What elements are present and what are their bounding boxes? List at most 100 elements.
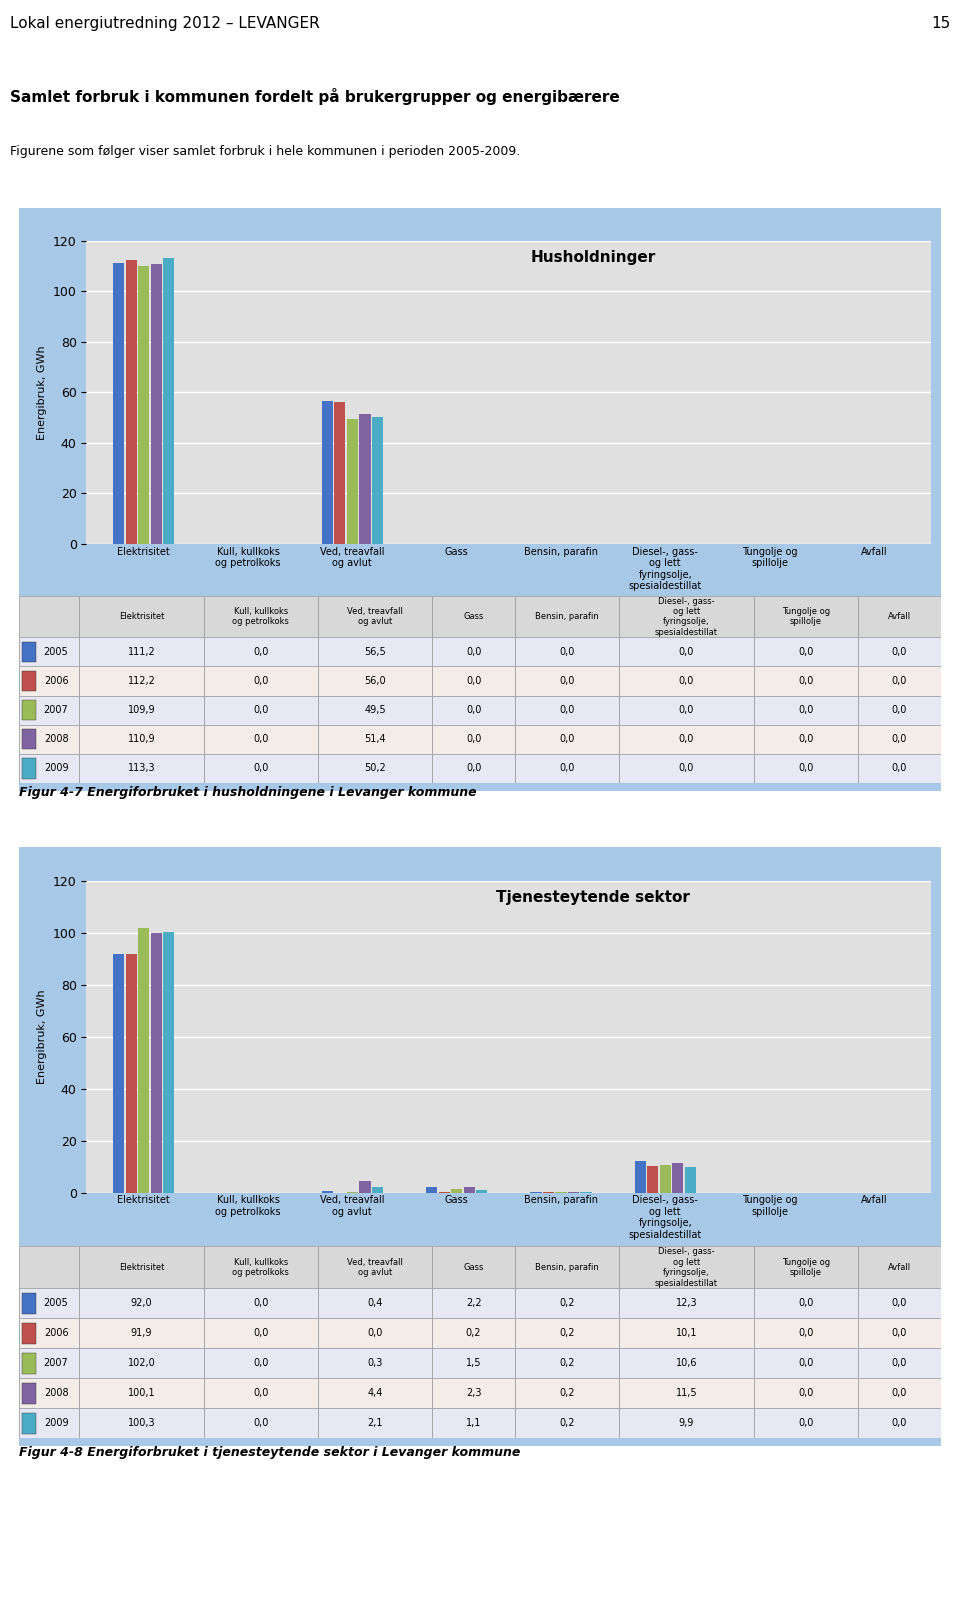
Text: Avfall: Avfall xyxy=(888,1262,911,1272)
Text: 0,0: 0,0 xyxy=(798,1389,813,1398)
Bar xyxy=(322,401,333,543)
Text: 11,5: 11,5 xyxy=(676,1389,697,1398)
Y-axis label: Energibruk, GWh: Energibruk, GWh xyxy=(37,989,47,1083)
Text: Bensin, parafin: Bensin, parafin xyxy=(524,1195,598,1205)
Bar xyxy=(318,1408,432,1438)
Text: 100,3: 100,3 xyxy=(128,1417,156,1429)
Text: Ved, treavfall
og avlut: Ved, treavfall og avlut xyxy=(320,547,385,569)
Text: Ved, treavfall
og avlut: Ved, treavfall og avlut xyxy=(348,1258,403,1277)
Text: 0,0: 0,0 xyxy=(253,1358,269,1368)
Bar xyxy=(22,641,36,662)
Text: 0,0: 0,0 xyxy=(798,733,813,745)
Text: 0,2: 0,2 xyxy=(560,1417,575,1429)
Text: Diesel-, gass-
og lett
fyringsolje,
spesialdestillat: Diesel-, gass- og lett fyringsolje, spes… xyxy=(629,547,702,591)
Text: 2005: 2005 xyxy=(44,647,68,657)
Bar xyxy=(857,596,941,638)
Bar xyxy=(516,1408,619,1438)
Bar xyxy=(318,1377,432,1408)
Bar xyxy=(126,954,137,1192)
Bar xyxy=(163,932,175,1192)
Bar xyxy=(204,725,318,754)
Text: 0,0: 0,0 xyxy=(798,676,813,686)
Bar xyxy=(22,1293,36,1314)
Bar xyxy=(318,1349,432,1377)
Text: 100,1: 100,1 xyxy=(128,1389,156,1398)
Bar xyxy=(754,596,857,638)
Bar xyxy=(660,1165,671,1192)
Text: 0,0: 0,0 xyxy=(798,1328,813,1339)
Bar xyxy=(619,695,754,725)
Bar xyxy=(372,1187,383,1192)
Text: 10,1: 10,1 xyxy=(676,1328,697,1339)
Text: Elektrisitet: Elektrisitet xyxy=(117,547,170,556)
Bar xyxy=(19,596,79,638)
Text: Figur 4-7 Energiforbruket i husholdningene i Levanger kommune: Figur 4-7 Energiforbruket i husholdninge… xyxy=(19,786,477,799)
Text: 50,2: 50,2 xyxy=(364,764,386,773)
Text: Tungolje og
spillolje: Tungolje og spillolje xyxy=(781,607,829,626)
Bar xyxy=(432,666,516,695)
Bar xyxy=(79,1246,204,1288)
Text: 2007: 2007 xyxy=(44,705,68,716)
Text: Kull, kullkoks
og petrolkoks: Kull, kullkoks og petrolkoks xyxy=(232,1258,289,1277)
Bar xyxy=(204,1246,318,1288)
Bar xyxy=(516,1349,619,1377)
Bar xyxy=(464,1187,475,1192)
Bar xyxy=(432,1377,516,1408)
Text: 112,2: 112,2 xyxy=(128,676,156,686)
Bar xyxy=(22,700,36,721)
Bar xyxy=(22,1354,36,1374)
Text: 0,2: 0,2 xyxy=(560,1358,575,1368)
Text: 2006: 2006 xyxy=(44,1328,68,1339)
Text: 0,0: 0,0 xyxy=(798,1358,813,1368)
Bar xyxy=(754,1288,857,1318)
Bar xyxy=(619,666,754,695)
Bar xyxy=(619,725,754,754)
Text: 51,4: 51,4 xyxy=(364,733,386,745)
Text: Gass: Gass xyxy=(464,612,484,622)
Text: Tungolje og
spillolje: Tungolje og spillolje xyxy=(742,1195,798,1216)
Bar xyxy=(754,638,857,666)
Text: 2008: 2008 xyxy=(44,1389,68,1398)
Y-axis label: Energibruk, GWh: Energibruk, GWh xyxy=(37,345,47,439)
Bar xyxy=(857,1318,941,1349)
Bar xyxy=(516,638,619,666)
Text: 2008: 2008 xyxy=(44,733,68,745)
Text: Bensin, parafin: Bensin, parafin xyxy=(535,612,599,622)
Text: 0,0: 0,0 xyxy=(560,647,575,657)
Text: 2009: 2009 xyxy=(44,764,68,773)
Text: 0,0: 0,0 xyxy=(892,676,907,686)
Bar xyxy=(113,954,125,1192)
Text: 0,0: 0,0 xyxy=(892,647,907,657)
Bar xyxy=(476,1189,488,1192)
Text: Kull, kullkoks
og petrolkoks: Kull, kullkoks og petrolkoks xyxy=(215,1195,281,1216)
Text: 0,0: 0,0 xyxy=(466,733,481,745)
Bar xyxy=(19,1288,79,1318)
Text: 0,0: 0,0 xyxy=(560,764,575,773)
Bar xyxy=(318,638,432,666)
Bar xyxy=(318,666,432,695)
Bar xyxy=(79,754,204,783)
Text: 0,0: 0,0 xyxy=(466,676,481,686)
Text: 0,0: 0,0 xyxy=(466,647,481,657)
Text: 0,2: 0,2 xyxy=(560,1298,575,1309)
Bar xyxy=(857,638,941,666)
Bar xyxy=(204,666,318,695)
Text: 0,0: 0,0 xyxy=(679,676,694,686)
Bar xyxy=(516,596,619,638)
Bar xyxy=(79,1408,204,1438)
Bar xyxy=(516,1377,619,1408)
Text: Kull, kullkoks
og petrolkoks: Kull, kullkoks og petrolkoks xyxy=(215,547,281,569)
Bar xyxy=(22,1413,36,1433)
Text: Avfall: Avfall xyxy=(888,612,911,622)
Bar xyxy=(432,1246,516,1288)
Text: 113,3: 113,3 xyxy=(128,764,156,773)
Bar xyxy=(22,671,36,692)
Text: 2009: 2009 xyxy=(44,1417,68,1429)
Bar xyxy=(432,754,516,783)
Bar xyxy=(204,1377,318,1408)
Bar xyxy=(432,725,516,754)
Bar xyxy=(79,1288,204,1318)
Bar xyxy=(647,1167,659,1192)
Bar xyxy=(318,1288,432,1318)
Bar xyxy=(857,1349,941,1377)
